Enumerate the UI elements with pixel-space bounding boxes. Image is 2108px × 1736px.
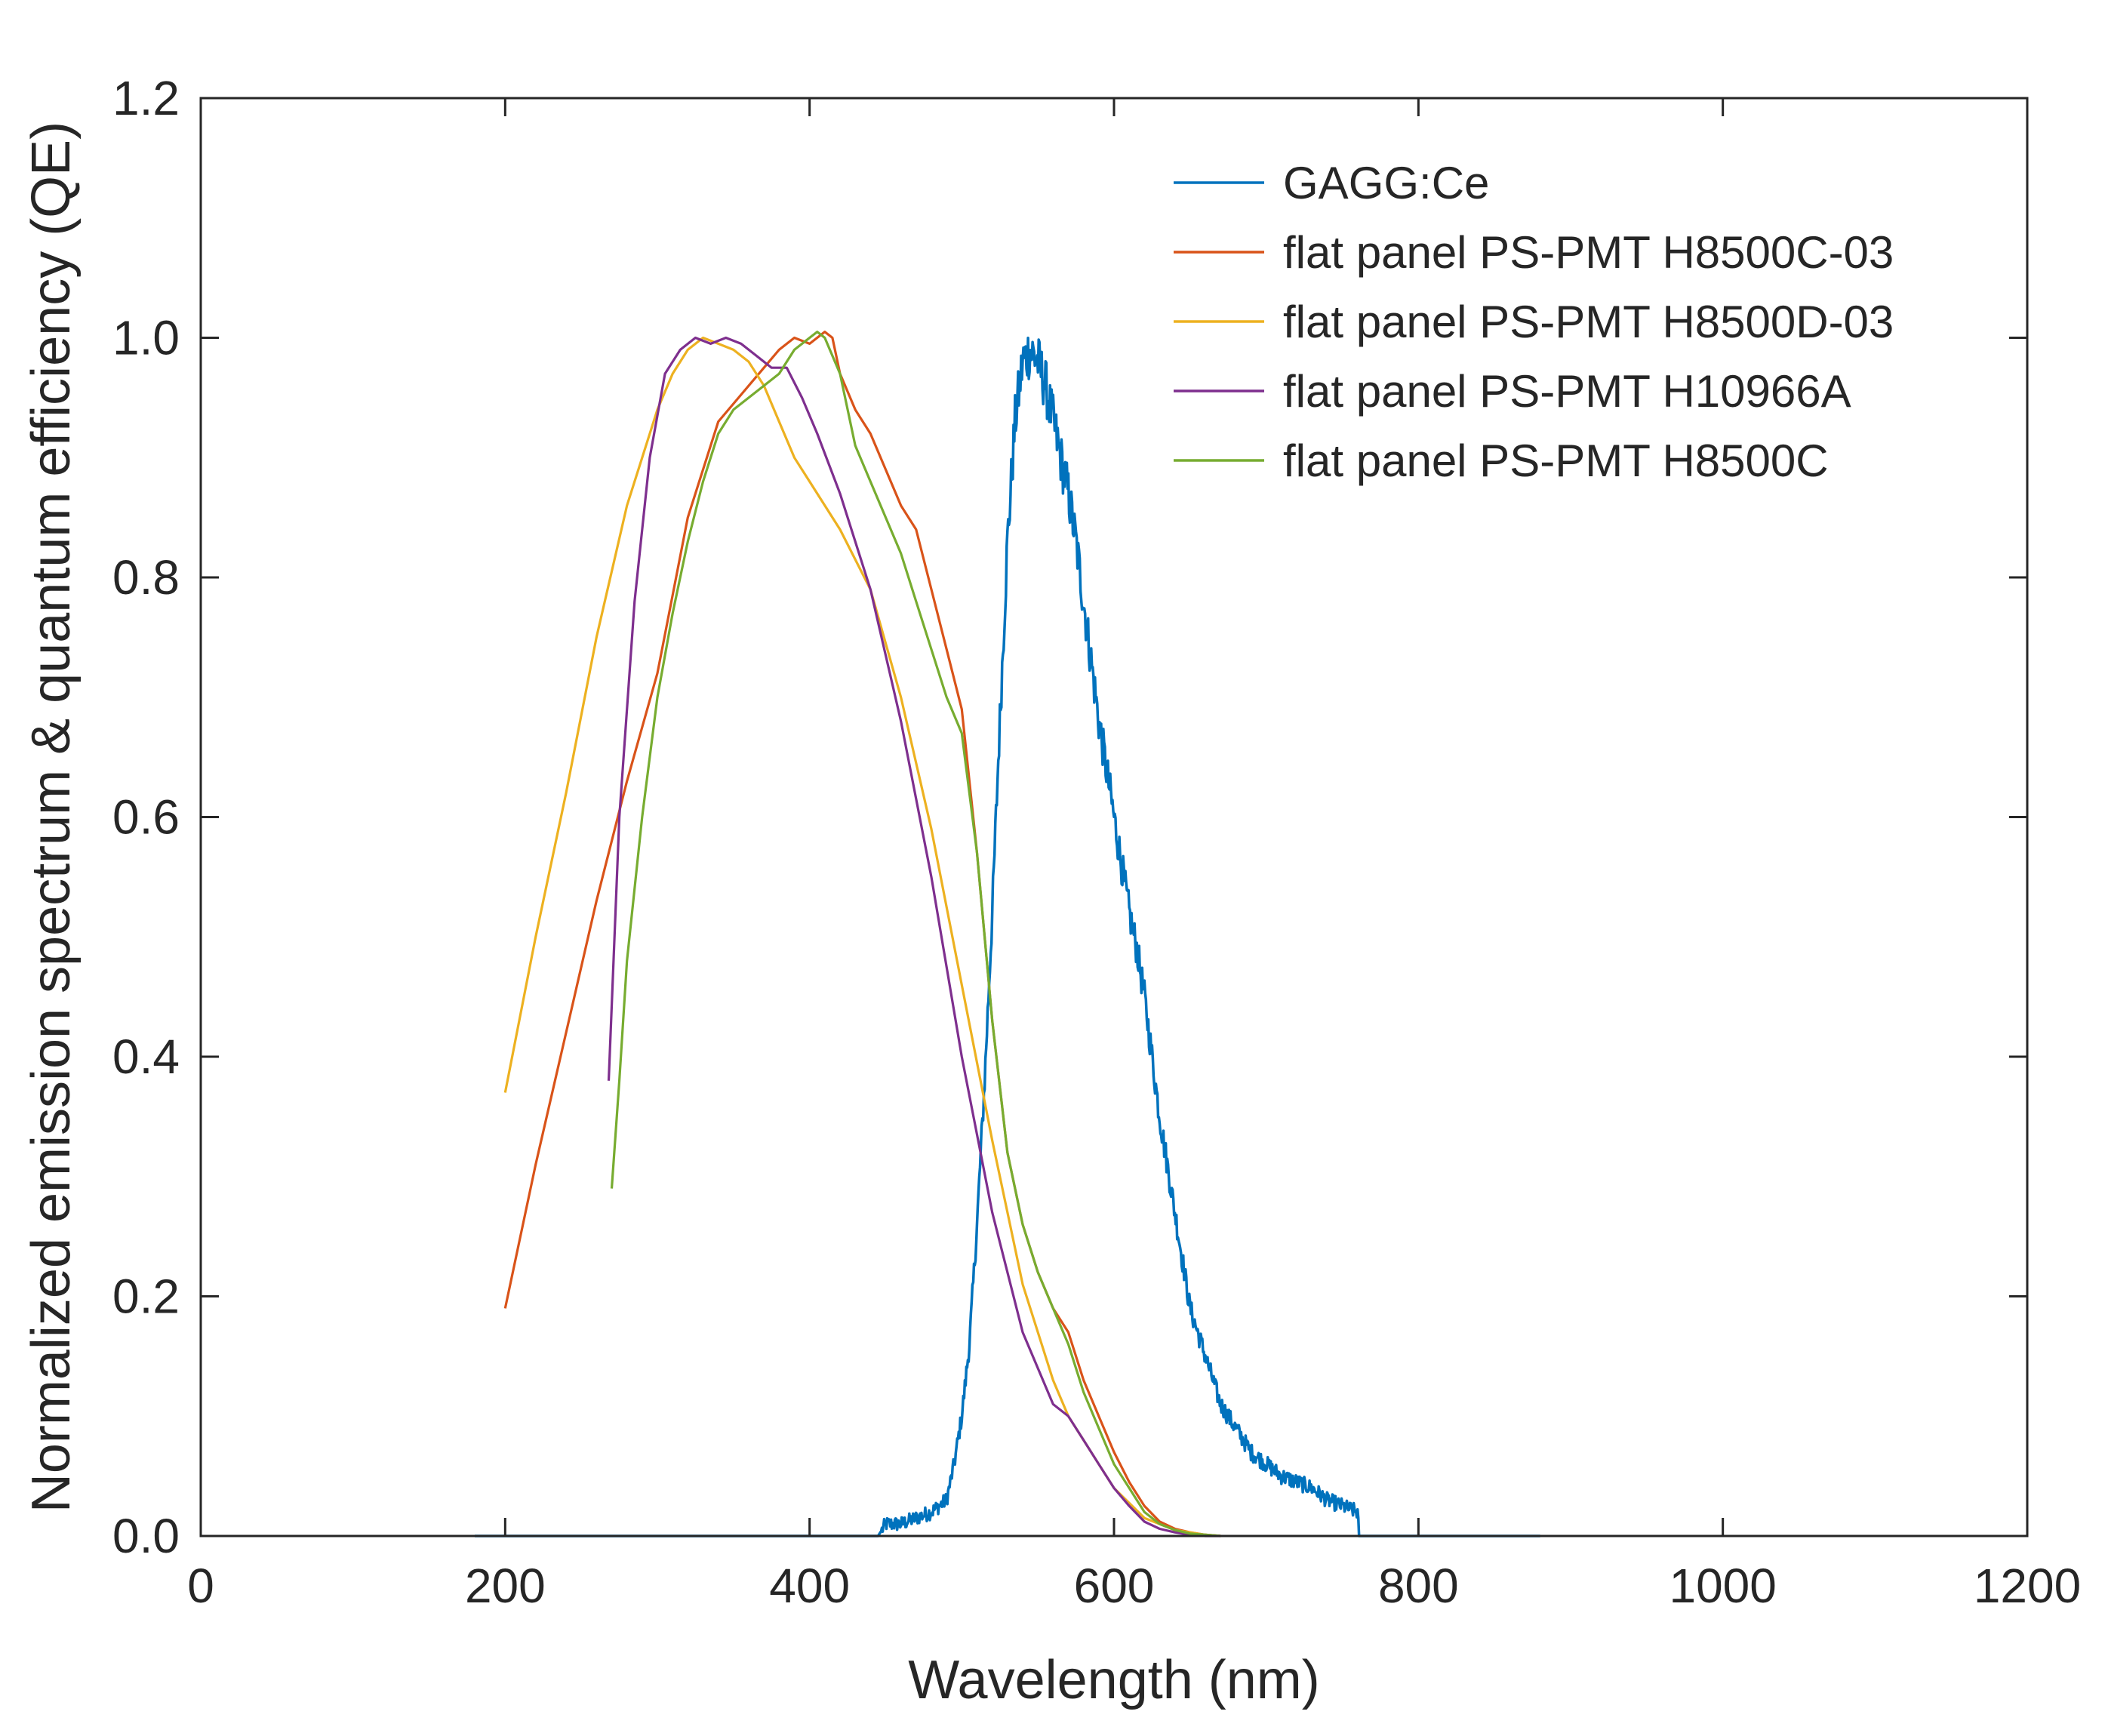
series-line-2 xyxy=(503,331,1221,1537)
y-tick-label: 0.4 xyxy=(112,1030,180,1084)
legend-label: flat panel PS-PMT H8500D-03 xyxy=(1283,297,1894,347)
x-tick-label: 0 xyxy=(187,1559,214,1613)
tick-labels: 0 200 400 600 800 1000 1200 0.0 0.2 0.4 0.6 0.8 1.0 1… xyxy=(112,71,2081,1613)
legend-label: flat panel PS-PMT H10966A xyxy=(1283,366,1851,417)
x-tick-label: 400 xyxy=(769,1559,850,1613)
x-tick-label: 1200 xyxy=(1974,1559,2081,1613)
y-axis-label: Normalized emission spectrum & quantum e… xyxy=(21,122,82,1513)
series-line-4 xyxy=(607,336,1221,1537)
x-axis-label: Wavelength (nm) xyxy=(908,1650,1320,1710)
legend-label: GAGG:Ce xyxy=(1283,158,1489,208)
legend: GAGG:Ce flat panel PS-PMT H8500C-03 flat p… xyxy=(1174,158,1894,486)
y-tick-label: 0.0 xyxy=(112,1509,180,1563)
x-tick-label: 800 xyxy=(1378,1559,1459,1613)
y-tick-label: 0.2 xyxy=(112,1270,180,1324)
y-tick-label: 1.0 xyxy=(112,311,180,365)
legend-label: flat panel PS-PMT H8500C xyxy=(1283,436,1829,486)
x-tick-label: 200 xyxy=(465,1559,546,1613)
series-line-5 xyxy=(610,331,1221,1537)
x-tick-label: 600 xyxy=(1074,1559,1155,1613)
y-tick-label: 1.2 xyxy=(112,71,180,125)
x-tick-label: 1000 xyxy=(1669,1559,1776,1613)
y-tick-label: 0.8 xyxy=(112,550,180,605)
legend-label: flat panel PS-PMT H8500C-03 xyxy=(1283,227,1894,278)
y-tick-label: 0.6 xyxy=(112,790,180,845)
axes-box xyxy=(199,97,2029,1537)
